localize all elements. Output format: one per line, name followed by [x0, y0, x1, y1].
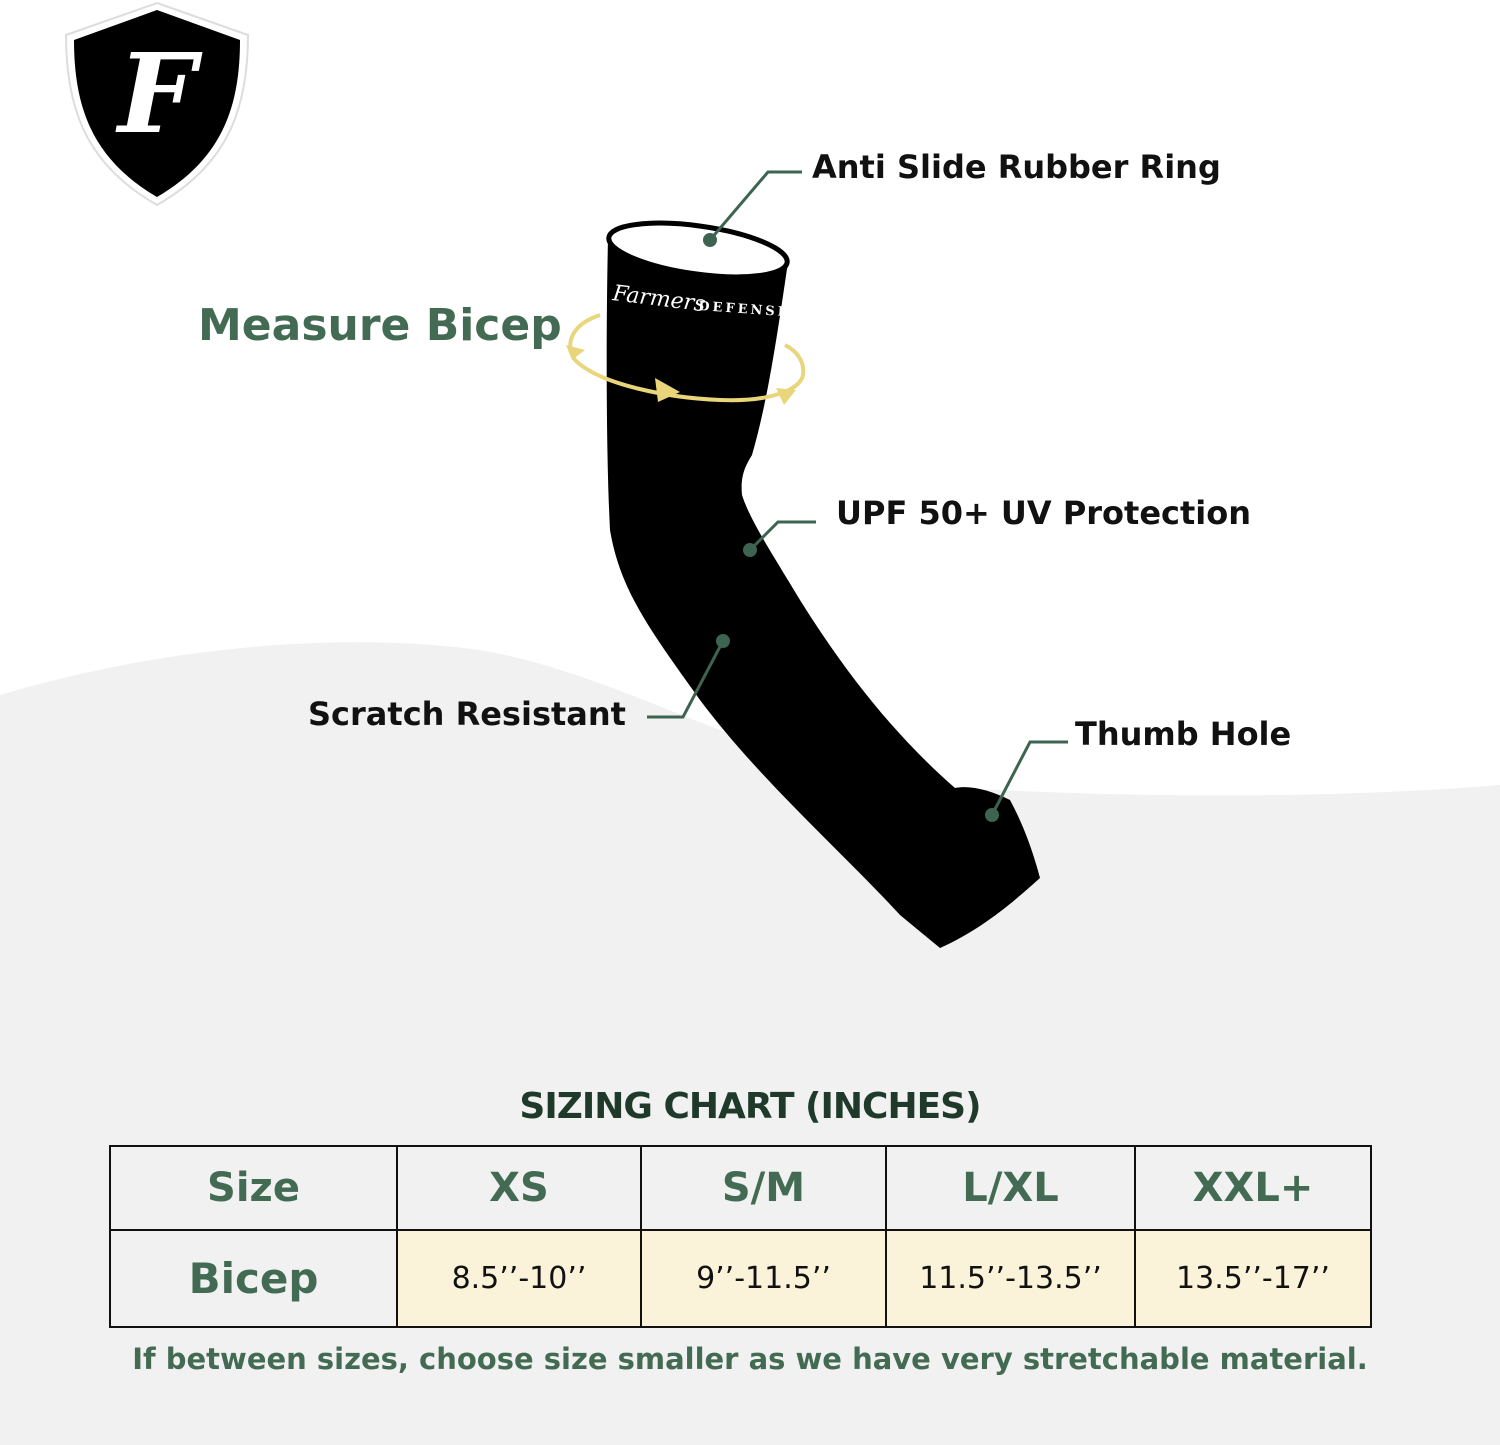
header-cell: Size: [109, 1145, 398, 1231]
header-cell: L/XL: [885, 1145, 1136, 1231]
thumb-dot: [985, 808, 999, 822]
sleeve-brand-caps: DEFENSE: [698, 299, 791, 320]
thumb-leader-line: [990, 740, 1068, 816]
table-cell: 13.5’’-17’’: [1134, 1229, 1372, 1328]
header-cell: S/M: [640, 1145, 887, 1231]
callout-anti-slide-ring: Anti Slide Rubber Ring: [812, 148, 1221, 186]
sizing-chart-title: SIZING CHART (INCHES): [519, 1086, 981, 1127]
scratch-leader-line: [647, 640, 725, 719]
arm-sleeve-illustration: Farmers DEFENSE: [566, 170, 1068, 948]
callout-thumb-hole: Thumb Hole: [1075, 715, 1292, 753]
callout-scratch-resistant: Scratch Resistant: [308, 695, 626, 733]
header-cell: XS: [396, 1145, 642, 1231]
sizing-note: If between sizes, choose size smaller as…: [132, 1342, 1368, 1376]
upf-leader-line: [748, 520, 816, 552]
table-cell: 9’’-11.5’’: [640, 1229, 887, 1328]
measure-bicep-label: Measure Bicep: [198, 300, 562, 351]
logo-letter: F: [115, 29, 203, 158]
row-header-cell: Bicep: [109, 1229, 398, 1328]
ring-leader-line: [708, 170, 802, 241]
scratch-dot: [716, 634, 730, 648]
upf-dot: [743, 543, 757, 557]
sizing-table: Size XS S/M L/XL XXL+ Bicep 8.5’’-10’’ 9…: [109, 1145, 1372, 1328]
ring-dot: [703, 233, 717, 247]
table-cell: 8.5’’-10’’: [396, 1229, 642, 1328]
table-header-row: Size XS S/M L/XL XXL+: [109, 1145, 1372, 1231]
table-cell: 11.5’’-13.5’’: [885, 1229, 1136, 1328]
header-cell: XXL+: [1134, 1145, 1372, 1231]
callout-upf-protection: UPF 50+ UV Protection: [836, 494, 1252, 532]
brand-shield-logo: F: [64, 1, 250, 207]
table-row: Bicep 8.5’’-10’’ 9’’-11.5’’ 11.5’’-13.5’…: [109, 1229, 1372, 1328]
